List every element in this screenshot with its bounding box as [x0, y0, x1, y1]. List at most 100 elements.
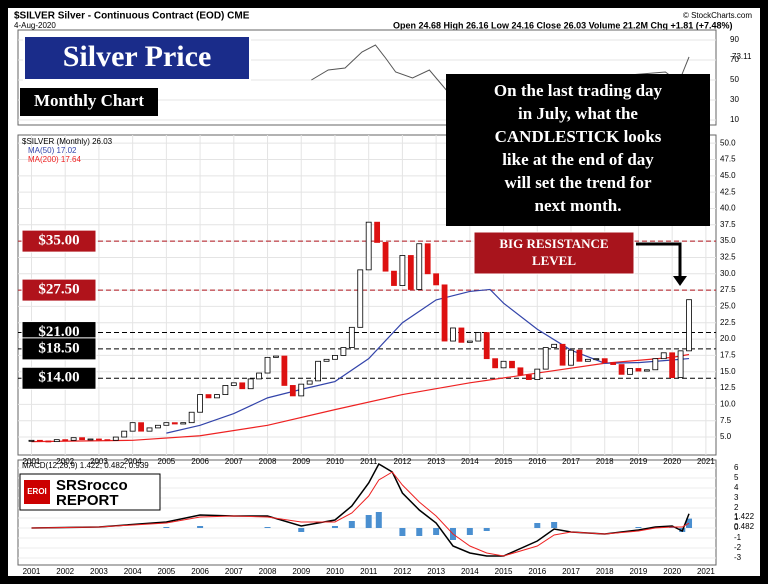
macd-hist — [466, 528, 473, 535]
rsi-line — [311, 44, 690, 91]
candle — [593, 358, 600, 361]
level-box — [21, 278, 97, 302]
candle — [500, 360, 507, 369]
subtitle-box — [20, 88, 158, 116]
macd-hist — [298, 528, 305, 532]
y-tick-label: 32.5 — [720, 253, 736, 262]
annotation-box — [446, 74, 710, 226]
y-tick-label: 37.5 — [720, 220, 736, 229]
candle — [399, 255, 406, 286]
y-tick-label: 50.0 — [720, 138, 736, 147]
x-tick-label: 2021 — [697, 567, 715, 576]
y-tick-label: 3 — [734, 493, 739, 502]
x-tick-label: 2012 — [394, 457, 412, 466]
candle — [458, 327, 465, 343]
y-tick-label: 10.0 — [720, 399, 736, 408]
candle — [37, 439, 43, 442]
candle — [610, 362, 617, 365]
macd-hist — [331, 526, 338, 528]
header-date: 4-Aug-2020 — [14, 21, 56, 30]
candle — [273, 355, 279, 358]
header-source: © StockCharts.com — [683, 11, 752, 20]
candle — [669, 352, 676, 379]
candle — [374, 221, 381, 243]
x-tick-label: 2003 — [90, 567, 108, 576]
legend-ma50: MA(50) 17.02 — [28, 146, 77, 155]
candle — [559, 343, 566, 366]
candle — [618, 364, 625, 375]
macd-hist — [197, 526, 204, 528]
y-tick-label: 6 — [734, 463, 739, 472]
macd-hist — [483, 528, 490, 531]
x-tick-label: 2004 — [124, 567, 142, 576]
x-tick-label: 2002 — [56, 567, 74, 576]
x-tick-label: 2006 — [191, 567, 209, 576]
x-tick-label: 2011 — [360, 567, 378, 576]
x-tick-label: 2004 — [124, 457, 142, 466]
candle — [407, 255, 414, 290]
candle — [163, 422, 170, 426]
candle — [146, 427, 153, 432]
arrow — [636, 242, 682, 278]
y-tick-label: 30 — [730, 95, 739, 104]
x-tick-label: 2015 — [495, 457, 513, 466]
candle — [62, 439, 69, 442]
candle — [643, 369, 650, 372]
x-tick-label: 2017 — [562, 567, 580, 576]
candle — [492, 358, 499, 369]
candle — [660, 352, 667, 360]
y-tick-label: 7.5 — [720, 416, 732, 425]
candle — [205, 394, 212, 399]
y-tick-label: 35.0 — [720, 236, 736, 245]
candle — [239, 382, 246, 390]
x-tick-label: 2002 — [56, 457, 74, 466]
x-tick-label: 2014 — [461, 457, 479, 466]
y-tick-label: 2 — [734, 503, 739, 512]
y-tick-label: 30.0 — [720, 269, 736, 278]
y-tick-label: 4 — [734, 483, 739, 492]
macd-hist — [534, 523, 541, 528]
macd-hist — [365, 515, 372, 528]
candle — [214, 394, 220, 399]
x-tick-label: 2007 — [225, 457, 243, 466]
candle — [256, 372, 262, 380]
x-tick-label: 2010 — [326, 567, 344, 576]
x-tick-label: 2001 — [23, 567, 41, 576]
y-tick-label: 40.0 — [720, 204, 736, 213]
macd-hist — [163, 527, 170, 528]
ma200-line — [31, 353, 690, 443]
rsi-last: 73.11 — [732, 52, 752, 61]
macd-hist — [635, 527, 642, 528]
x-tick-label: 2012 — [394, 567, 412, 576]
logo-name: SRSrocco — [56, 477, 128, 494]
x-tick-label: 2014 — [461, 567, 479, 576]
chart-subtitle: Monthly Chart — [34, 91, 144, 110]
candle — [635, 368, 642, 372]
y-tick-label: -1 — [734, 533, 742, 542]
annotation-line: will set the trend for — [505, 173, 652, 192]
candle — [677, 350, 684, 379]
candle — [188, 411, 195, 424]
resistance-box — [473, 231, 635, 275]
candle — [171, 422, 178, 425]
x-tick-label: 2001 — [23, 457, 41, 466]
resistance-label: LEVEL — [532, 253, 576, 268]
level-box — [21, 366, 97, 390]
y-tick-label: 27.5 — [720, 285, 736, 294]
x-tick-label: 2007 — [225, 567, 243, 576]
macd-last: 1.422 — [734, 512, 755, 521]
x-tick-label: 2006 — [191, 457, 209, 466]
y-tick-label: 12.5 — [720, 383, 736, 392]
logo-badge-text: EROI — [27, 487, 47, 496]
candle — [129, 422, 136, 432]
y-tick-label: -2 — [734, 543, 742, 552]
candle — [652, 358, 659, 371]
x-tick-label: 2010 — [326, 457, 344, 466]
candle — [281, 355, 288, 386]
legend-macd: MACD(12,26,9) 1.422, 0.482, 0.939 — [22, 461, 149, 470]
macd-last: 0.482 — [734, 522, 755, 531]
y-tick-label: 25.0 — [720, 302, 736, 311]
level-box — [21, 229, 97, 253]
candle — [87, 438, 94, 441]
candle — [441, 284, 448, 342]
